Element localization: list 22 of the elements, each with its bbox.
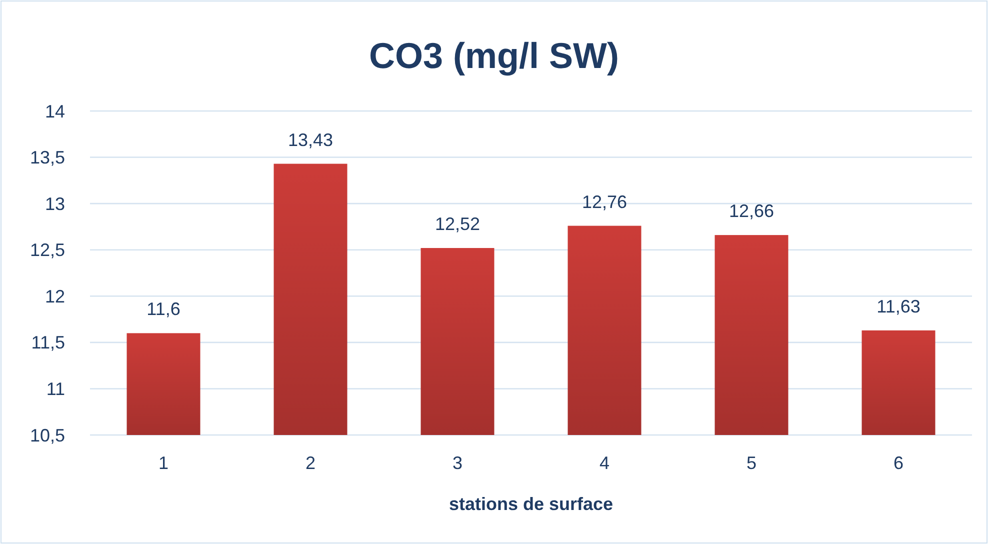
y-tick-label: 12,5	[30, 240, 65, 260]
x-tick-label: 4	[599, 453, 610, 473]
y-tick-label: 10,5	[30, 425, 65, 446]
x-axis-title: stations de surface	[448, 494, 614, 514]
y-tick-label: 11,5	[31, 332, 65, 353]
data-label: 11,63	[876, 296, 920, 316]
y-tick-label: 13	[44, 194, 65, 214]
data-label: 12,66	[728, 201, 774, 222]
y-tick-label: 11	[46, 379, 65, 400]
y-tick-label: 14	[44, 101, 65, 122]
y-tick-label: 13,5	[30, 148, 65, 168]
x-tick-label: 1	[158, 453, 169, 473]
chart-title: CO3 (mg/l SW)	[369, 35, 619, 76]
data-label: 12,76	[582, 192, 628, 212]
x-tick-label: 5	[746, 453, 757, 473]
data-label: 12,52	[434, 214, 480, 234]
x-tick-label: 2	[305, 453, 316, 473]
y-tick-label: 12	[44, 286, 65, 306]
data-label: 11,6	[146, 299, 180, 320]
x-tick-label: 6	[893, 453, 904, 473]
data-label: 13,43	[288, 130, 334, 150]
x-tick-label: 3	[452, 453, 463, 473]
